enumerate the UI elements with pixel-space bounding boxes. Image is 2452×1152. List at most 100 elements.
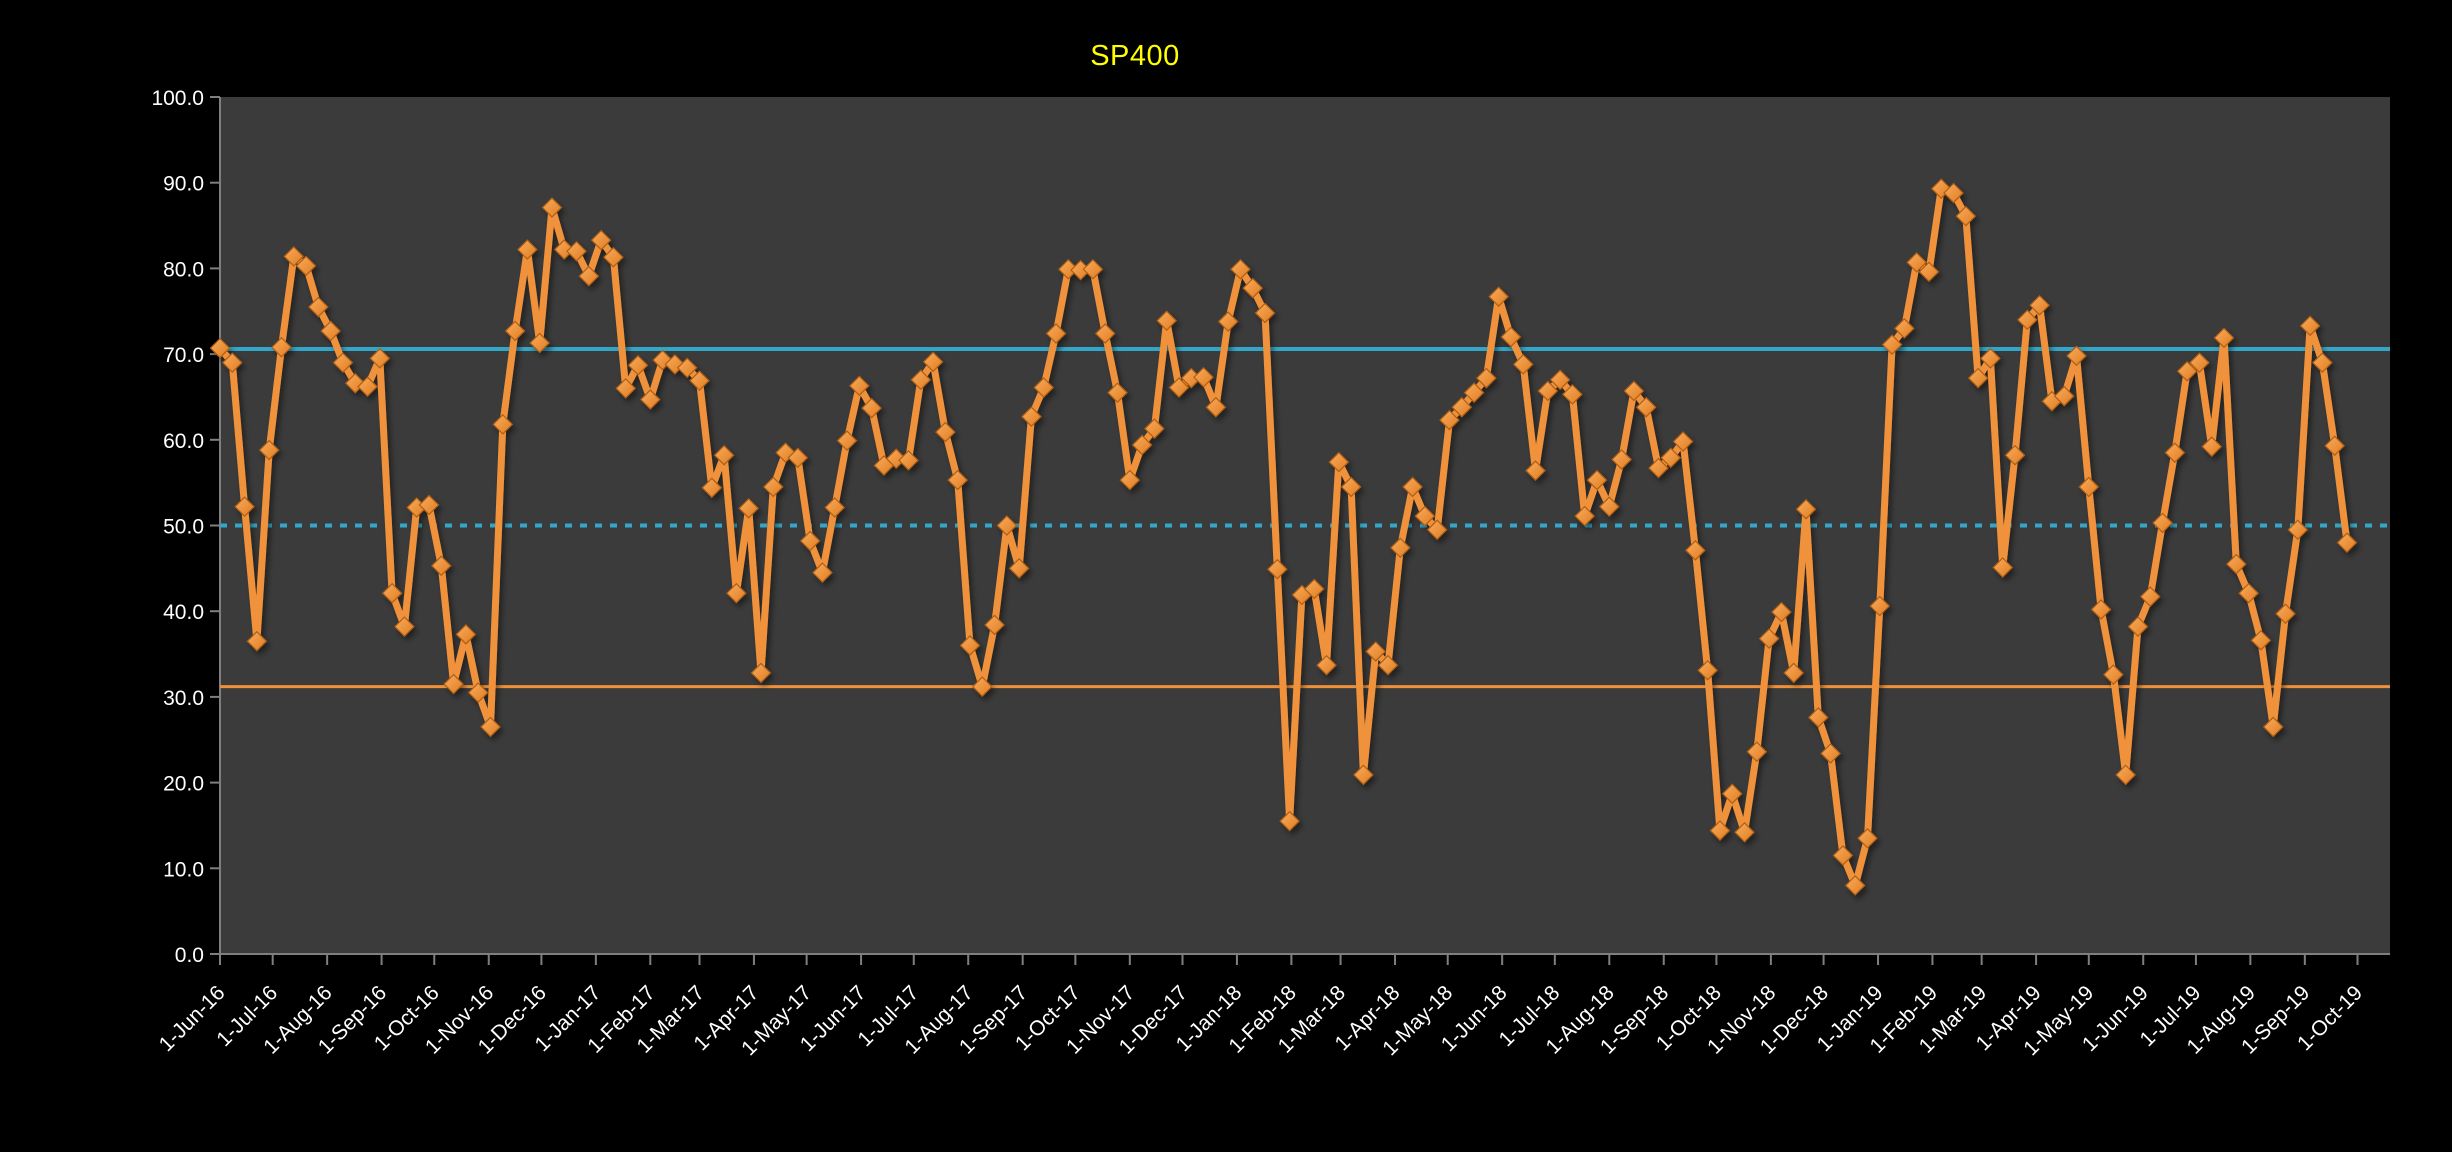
data-point-marker — [812, 562, 833, 583]
y-axis-tick-label: 70.0 — [163, 344, 204, 367]
data-point-marker — [2201, 436, 2223, 458]
data-point-marker — [1930, 178, 1952, 200]
data-point-marker — [1980, 348, 2001, 369]
data-point-marker — [1881, 334, 1903, 356]
series-SP400 — [209, 178, 2358, 896]
data-point-marker — [1672, 431, 1694, 452]
data-point-marker — [1734, 821, 1755, 843]
data-point-marker — [381, 582, 403, 604]
data-point-marker — [1254, 302, 1276, 324]
data-point-marker — [898, 450, 919, 471]
data-point-marker — [517, 239, 538, 260]
data-point-marker — [1967, 367, 1989, 389]
data-point-marker — [2299, 315, 2321, 337]
data-point-marker — [1807, 707, 1829, 728]
data-point-marker — [2053, 385, 2075, 407]
data-point-marker — [492, 414, 514, 435]
y-axis-tick-label: 30.0 — [163, 687, 204, 710]
data-point-marker — [922, 351, 944, 373]
data-point-marker — [1611, 449, 1632, 470]
data-point-marker — [1008, 558, 1030, 579]
data-point-marker — [295, 255, 317, 277]
data-point-marker — [1955, 205, 1977, 227]
data-point-marker — [615, 378, 637, 399]
data-point-marker — [664, 354, 686, 375]
data-point-marker — [2324, 435, 2346, 457]
data-point-marker — [2115, 764, 2137, 786]
y-axis-tick-label: 0.0 — [175, 944, 204, 967]
data-point-marker — [1685, 540, 1706, 561]
data-point-marker — [1402, 476, 1423, 498]
data-point-marker — [590, 229, 612, 251]
data-point-marker — [1316, 654, 1337, 676]
data-point-marker — [1918, 261, 1940, 283]
data-point-marker — [553, 239, 575, 260]
data-point-marker — [2029, 294, 2050, 316]
data-point-marker — [1635, 396, 1657, 418]
data-point-marker — [1709, 820, 1731, 841]
data-point-marker — [738, 498, 760, 519]
data-point-marker — [2139, 586, 2161, 607]
data-point-marker — [1488, 286, 1509, 308]
data-point-marker — [2127, 616, 2149, 637]
data-point-marker — [2262, 716, 2284, 738]
data-point-marker — [246, 630, 268, 652]
data-point-marker — [209, 337, 231, 359]
data-point-marker — [1758, 628, 1780, 649]
data-point-marker — [2103, 664, 2124, 685]
data-point-marker — [504, 320, 526, 342]
data-point-marker — [1168, 377, 1190, 398]
y-axis-tick-label: 20.0 — [163, 773, 204, 796]
data-point-marker — [2004, 444, 2026, 466]
data-point-marker — [1328, 451, 1350, 473]
data-point-marker — [1414, 505, 1436, 527]
data-point-marker — [1697, 659, 1718, 681]
data-point-marker — [1512, 354, 1534, 375]
data-point-marker — [787, 447, 809, 469]
data-point-marker — [848, 375, 870, 397]
data-point-marker — [1131, 434, 1153, 456]
data-point-marker — [1045, 323, 1067, 344]
data-point-marker — [861, 397, 882, 419]
data-point-marker — [2213, 327, 2235, 349]
data-point-marker — [2225, 553, 2247, 575]
data-point-marker — [935, 421, 956, 443]
data-point-marker — [1266, 558, 1288, 580]
y-axis-tick-label: 50.0 — [163, 516, 204, 539]
data-point-marker — [221, 352, 243, 374]
data-point-marker — [357, 376, 378, 398]
data-point-marker — [1832, 845, 1854, 866]
data-point-marker — [541, 197, 563, 218]
y-axis-tick-label: 80.0 — [163, 258, 204, 281]
data-point-marker — [836, 430, 858, 452]
data-point-marker — [1869, 595, 1891, 617]
data-point-marker — [1242, 277, 1264, 299]
data-point-marker — [1205, 396, 1227, 418]
data-point-marker — [1574, 505, 1596, 527]
x-axis-tick-label: 1-Jun-16 — [155, 981, 230, 1056]
data-point-marker — [750, 662, 772, 684]
data-point-marker — [1562, 384, 1583, 405]
data-point-marker — [971, 676, 993, 697]
data-point-marker — [1623, 380, 1645, 402]
y-axis-tick-label: 60.0 — [163, 430, 204, 453]
y-axis-tick-label: 40.0 — [163, 601, 204, 624]
data-point-marker — [1943, 182, 1964, 204]
data-point-marker — [1426, 519, 1448, 541]
data-point-marker — [2176, 360, 2198, 382]
data-point-marker — [332, 352, 354, 374]
data-point-marker — [2250, 629, 2272, 651]
data-point-marker — [1094, 323, 1116, 344]
data-point-marker — [394, 616, 415, 637]
data-point-marker — [308, 296, 329, 318]
data-point-marker — [1033, 377, 1055, 398]
data-point-marker — [1525, 460, 1546, 482]
data-point-marker — [2152, 512, 2173, 534]
data-point-marker — [344, 372, 366, 394]
data-point-marker — [1721, 783, 1743, 805]
data-point-marker — [1193, 366, 1214, 388]
data-point-marker — [799, 530, 821, 552]
data-point-marker — [480, 716, 501, 738]
data-point-marker — [1365, 641, 1387, 662]
